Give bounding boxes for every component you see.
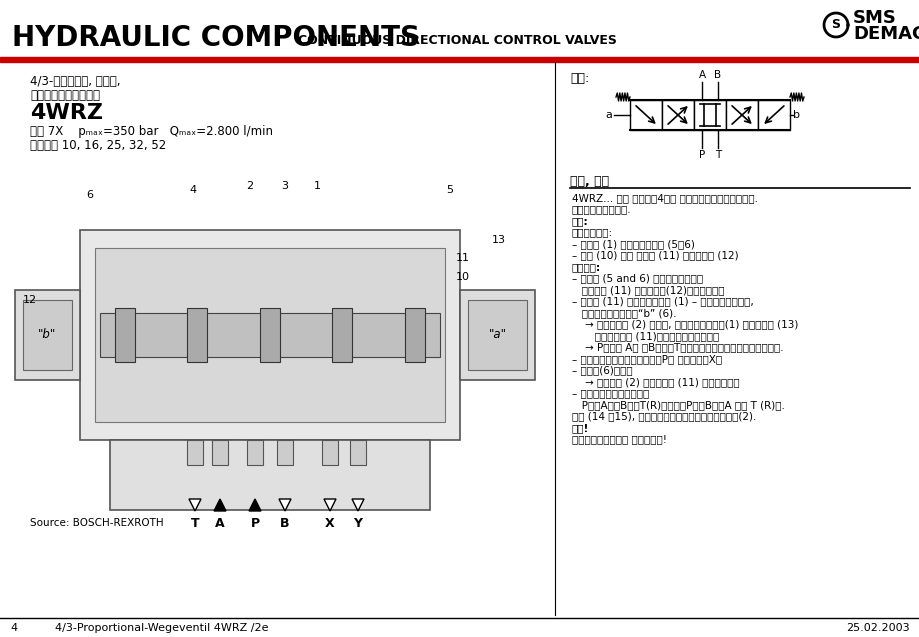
Text: → 移动主阀芯 (2) 到右侧, 先导油流经先导阀(1) 进入压力腔 (13): → 移动主阀芯 (2) 到右侧, 先导油流经先导阀(1) 进入压力腔 (13) — [572, 320, 798, 329]
Text: SMS: SMS — [852, 9, 896, 27]
Text: 12: 12 — [23, 295, 37, 305]
Text: 4/3-Proportional-Wegeventil 4WRZ /2e: 4/3-Proportional-Wegeventil 4WRZ /2e — [55, 623, 268, 633]
Text: 4WRZ... 型阀 是先导式4通阀 它由比例电磁鐵来控制动作.: 4WRZ... 型阀 是先导式4通阀 它由比例电磁鐵来控制动作. — [572, 193, 757, 203]
Bar — [187, 440, 203, 465]
Text: 通用尺寸 10, 16, 25, 32, 52: 通用尺寸 10, 16, 25, 32, 52 — [30, 139, 166, 152]
Text: – 先导油提供给先导阀内部流经P腔 或外部流经X腔: – 先导油提供给先导阀内部流经P腔 或外部流经X腔 — [572, 354, 721, 364]
Text: P: P — [698, 150, 704, 160]
Text: → 控制阀芯 (2) 和先导阀芯 (11) 返回中心位置: → 控制阀芯 (2) 和先导阀芯 (11) 返回中心位置 — [572, 377, 739, 387]
Text: "a": "a" — [488, 329, 506, 341]
Text: A: A — [698, 70, 705, 80]
Text: b: b — [792, 110, 800, 120]
Text: 4: 4 — [189, 185, 197, 195]
Bar — [662, 100, 693, 130]
Text: 注意!: 注意! — [572, 423, 589, 433]
Text: 11: 11 — [456, 253, 470, 263]
Bar — [110, 440, 429, 510]
Text: 系列 7X    pₘₐₓ=350 bar   Qₘₐₓ=2.800 l/min: 系列 7X pₘₐₓ=350 bar Qₘₐₓ=2.800 l/min — [30, 125, 273, 138]
Text: 4WRZ: 4WRZ — [30, 103, 103, 123]
Bar — [260, 308, 279, 362]
Text: 6: 6 — [86, 190, 94, 200]
Text: T: T — [190, 517, 199, 530]
Bar — [332, 308, 352, 362]
Text: 它们控制方向和流速.: 它们控制方向和流速. — [572, 204, 631, 215]
Text: 1: 1 — [313, 181, 320, 191]
Text: 功能, 部分: 功能, 部分 — [570, 175, 608, 188]
Polygon shape — [214, 499, 226, 511]
Text: "b": "b" — [39, 329, 57, 341]
Text: X: X — [324, 517, 335, 530]
Text: – 流体依靠位置开关流动从: – 流体依靠位置开关流动从 — [572, 389, 649, 399]
Polygon shape — [249, 499, 261, 511]
Text: B: B — [714, 70, 720, 80]
Bar — [630, 100, 662, 130]
Text: Source: BOSCH-REXROTH: Source: BOSCH-REXROTH — [30, 518, 164, 528]
Text: 手柄 (14 和15), 可以在电磁鐵不通电时移动先导阀芯(2).: 手柄 (14 和15), 可以在电磁鐵不通电时移动先导阀芯(2). — [572, 412, 755, 422]
Text: 13: 13 — [492, 235, 505, 245]
Text: S: S — [831, 18, 840, 31]
Bar — [460, 290, 535, 380]
Bar — [80, 230, 460, 440]
Text: – 电磁鐵 (5 and 6) 在不通电的条件下: – 电磁鐵 (5 and 6) 在不通电的条件下 — [572, 273, 702, 283]
Text: 并推动主阀芯 (11)与电子输入信号成比例: 并推动主阀芯 (11)与电子输入信号成比例 — [572, 331, 719, 341]
Bar — [349, 440, 366, 465]
Text: 比如动作通过电磁鐵“b” (6).: 比如动作通过电磁鐵“b” (6). — [572, 308, 675, 318]
Text: 功能描述:: 功能描述: — [572, 262, 600, 272]
Bar — [15, 290, 80, 380]
Text: P: P — [250, 517, 259, 530]
Text: T: T — [714, 150, 720, 160]
Bar — [0, 0, 919, 62]
Bar — [23, 300, 72, 370]
Text: P腔到A腔和B腔到T(R)腔或者从P腔到B腔和A 腔到 T (R)腔.: P腔到A腔和B腔到T(R)腔或者从P腔到B腔和A 腔到 T (R)腔. — [572, 400, 784, 410]
Text: DEMAG: DEMAG — [852, 25, 919, 43]
Bar — [693, 100, 725, 130]
Bar — [725, 100, 757, 130]
Bar — [115, 308, 135, 362]
Bar — [211, 440, 228, 465]
Polygon shape — [323, 499, 335, 511]
Text: a: a — [605, 110, 611, 120]
Text: A: A — [215, 517, 224, 530]
Bar — [246, 440, 263, 465]
Text: Y: Y — [353, 517, 362, 530]
Text: → P腔连接 A腔 和B腔连接T腔通过墙尼孔形状圆面符合流体曲线.: → P腔连接 A腔 和B腔连接T腔通过墙尼孔形状圆面符合流体曲线. — [572, 343, 783, 352]
Text: HYDRAULIC COMPONENTS: HYDRAULIC COMPONENTS — [12, 24, 420, 52]
Text: 控制阀芯 (11) 由对中弹簧(12)定在中心位置: 控制阀芯 (11) 由对中弹簧(12)定在中心位置 — [572, 285, 724, 295]
Text: CONTINUOUS DIRECTIONAL CONTROL VALVES: CONTINUOUS DIRECTIONAL CONTROL VALVES — [298, 34, 617, 47]
Text: 阀的基本组成:: 阀的基本组成: — [572, 227, 612, 238]
Polygon shape — [352, 499, 364, 511]
Polygon shape — [278, 499, 290, 511]
Bar — [95, 248, 445, 422]
Text: – 主阀芯 (11) 动作通过先导阀 (1) – 主阀芯是比例移动,: – 主阀芯 (11) 动作通过先导阀 (1) – 主阀芯是比例移动, — [572, 296, 753, 306]
Bar — [277, 440, 292, 465]
Text: 4: 4 — [10, 623, 17, 633]
Text: 3: 3 — [281, 181, 289, 191]
Bar — [100, 313, 439, 357]
Text: 无意识的使用手柄将 导致误动作!: 无意识的使用手柄将 导致误动作! — [572, 434, 666, 445]
Bar — [468, 300, 527, 370]
Text: – 主阀 (10) 带有 主阀芯 (11) 和对中弹簧 (12): – 主阀 (10) 带有 主阀芯 (11) 和对中弹簧 (12) — [572, 250, 738, 261]
Bar — [404, 308, 425, 362]
Text: – 电磁鐵(6)不带电: – 电磁鐵(6)不带电 — [572, 366, 632, 375]
Text: 2: 2 — [246, 181, 254, 191]
Bar — [322, 440, 337, 465]
Text: 不带电子位移反馈开关: 不带电子位移反馈开关 — [30, 89, 100, 102]
Text: – 推动阀 (1) 带有比例电磁鐵 (5和6): – 推动阀 (1) 带有比例电磁鐵 (5和6) — [572, 239, 694, 249]
Text: 10: 10 — [456, 272, 470, 282]
Text: 符号:: 符号: — [570, 72, 588, 85]
Text: 4/3-比例方向阀, 先导式,: 4/3-比例方向阀, 先导式, — [30, 75, 120, 88]
Polygon shape — [188, 499, 200, 511]
Text: 5: 5 — [446, 185, 453, 195]
Bar — [757, 100, 789, 130]
Bar — [0, 57, 919, 62]
Text: 25.02.2003: 25.02.2003 — [845, 623, 909, 633]
Text: 设计:: 设计: — [572, 216, 588, 226]
Text: B: B — [280, 517, 289, 530]
Bar — [187, 308, 208, 362]
